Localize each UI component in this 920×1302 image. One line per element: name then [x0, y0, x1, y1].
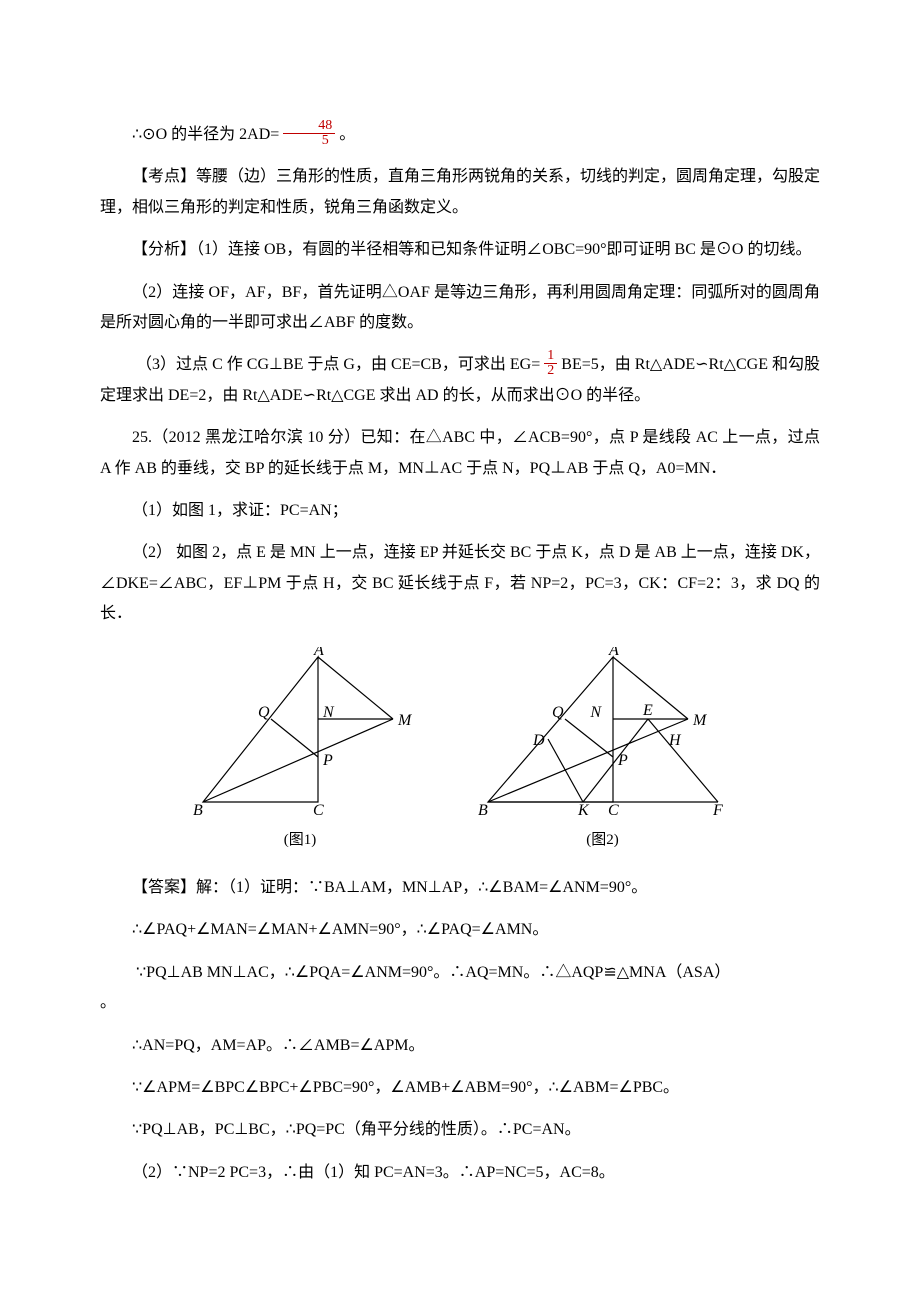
figure-2-svg: A B C M N P Q E H K F D [473, 647, 733, 822]
paragraph-q2: （2） 如图 2，点 E 是 MN 上一点，连接 EP 并延长交 BC 于点 K… [100, 538, 820, 629]
figure-2: A B C M N P Q E H K F D (图2) [473, 647, 733, 855]
figure-2-caption: (图2) [473, 826, 733, 855]
text-span: （3）过点 C 作 CG⊥BE 于点 G，由 CE=CB，可求出 EG= [136, 356, 544, 373]
paragraph-answer-5: ∵∠APM=∠BPC∠BPC+∠PBC=90°，∠AMB+∠ABM=90°，∴∠… [100, 1073, 820, 1103]
paragraph-answer-2: ∴∠PAQ+∠MAN=∠MAN+∠AMN=90°，∴∠PAQ=∠AMN。 [100, 915, 820, 945]
paragraph-kaodian: 【考点】等腰（边）三角形的性质，直角三角形两锐角的关系，切线的判定，圆周角定理，… [100, 162, 820, 223]
label-K: K [577, 802, 590, 819]
label-N: N [589, 704, 602, 721]
text-span: 。 [100, 994, 116, 1011]
numerator: 1 [544, 349, 557, 364]
label-A: A [313, 647, 324, 659]
label-N: N [322, 704, 335, 721]
label-P: P [617, 752, 628, 769]
label-H: H [668, 732, 682, 749]
paragraph-analysis-1: 【分析】（1）连接 OB，有圆的半径相等和已知条件证明∠OBC=90°即可证明 … [100, 235, 820, 265]
label-C: C [608, 802, 619, 819]
paragraph-answer-3: ∵PQ⊥AB MN⊥AC，∴∠PQA=∠ANM=90°。∴AQ=MN。∴△AQP… [100, 958, 820, 1019]
label-M: M [692, 712, 708, 729]
paragraph-answer-6: ∵PQ⊥AB，PC⊥BC，∴PQ=PC（角平分线的性质）。∴PC=AN。 [100, 1115, 820, 1145]
label-B: B [193, 802, 203, 819]
denominator: 5 [283, 134, 335, 148]
paragraph-answer-7: （2）∵NP=2 PC=3，∴由（1）知 PC=AN=3。∴AP=NC=5，AC… [100, 1158, 820, 1188]
paragraph-answer-4: ∴AN=PQ，AM=AP。∴∠AMB=∠APM。 [100, 1031, 820, 1061]
paragraph-analysis-3: （3）过点 C 作 CG⊥BE 于点 G，由 CE=CB，可求出 EG= 1 2… [100, 350, 820, 411]
label-B: B [478, 802, 488, 819]
paragraph-problem-25: 25.（2012 黑龙江哈尔滨 10 分）已知：在△ABC 中，∠ACB=90°… [100, 423, 820, 484]
paragraph-analysis-2: （2）连接 OF，AF，BF，首先证明△OAF 是等边三角形，再利用圆周角定理：… [100, 278, 820, 339]
label-P: P [322, 752, 333, 769]
label-Q: Q [552, 704, 564, 721]
label-M: M [397, 712, 413, 729]
figure-1: A B C M N P Q (图1) [188, 647, 413, 855]
text-span: ∴⊙O 的半径为 2AD= [132, 126, 283, 143]
label-A: A [608, 647, 619, 659]
text-span: ∵PQ⊥AB MN⊥AC，∴∠PQA=∠ANM=90°。∴AQ=MN。∴△AQP… [136, 964, 730, 981]
label-F: F [712, 802, 723, 819]
paragraph-radius: ∴⊙O 的半径为 2AD= 48 5 。 [100, 120, 820, 150]
numerator: 48 [283, 119, 335, 134]
paragraph-q1: （1）如图 1，求证：PC=AN； [100, 496, 820, 526]
figure-1-caption: (图1) [188, 826, 413, 855]
label-E: E [642, 702, 653, 719]
figure-1-svg: A B C M N P Q [188, 647, 413, 822]
paragraph-answer-1: 【答案】解：（1）证明：∵BA⊥AM，MN⊥AP，∴∠BAM=∠ANM=90°。 [100, 873, 820, 903]
denominator: 2 [544, 364, 557, 378]
label-D: D [532, 732, 545, 749]
label-Q: Q [258, 704, 270, 721]
label-C: C [313, 802, 324, 819]
fraction-1-2: 1 2 [544, 349, 557, 378]
fraction-48-5: 48 5 [283, 119, 335, 148]
text-span: 。 [339, 126, 355, 143]
figures-container: A B C M N P Q (图1) [100, 647, 820, 855]
